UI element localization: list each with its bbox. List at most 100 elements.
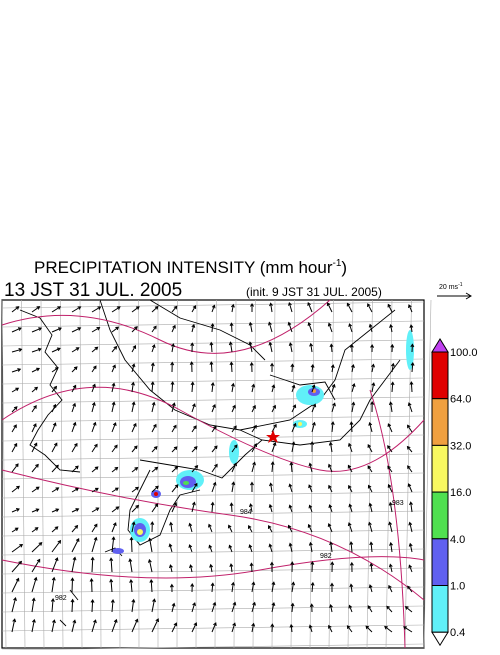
wind-arrow <box>251 424 257 433</box>
wind-arrow <box>111 345 118 353</box>
wind-arrow <box>91 306 102 313</box>
wind-arrow <box>31 558 41 573</box>
wind-arrow <box>231 481 236 493</box>
wind-arrow <box>367 444 373 453</box>
wind-arrow <box>11 577 20 593</box>
wind-arrow <box>111 401 116 413</box>
wind-arrow <box>327 322 333 333</box>
grid-line <box>1 510 425 518</box>
wind-arrow <box>11 527 19 533</box>
grid-line <box>99 299 102 649</box>
wind-arrow <box>11 485 20 493</box>
wind-arrow <box>368 584 373 593</box>
coastlines <box>19 299 401 627</box>
wind-arrow <box>251 443 257 453</box>
wind-arrow <box>269 561 274 573</box>
wind-arrow <box>11 618 17 633</box>
wind-arrow <box>189 564 193 573</box>
wind-arrow <box>131 486 139 493</box>
pressure-contours <box>1 299 425 649</box>
wind-arrow <box>11 387 20 393</box>
title-main: PRECIPITATION INTENSITY (mm hour <box>34 258 333 277</box>
wind-arrow <box>151 445 158 453</box>
wind-arrow <box>51 306 62 313</box>
wind-arrow <box>328 441 333 453</box>
grid-line <box>1 453 425 461</box>
grid-line <box>1 472 425 480</box>
wind-arrow <box>349 583 354 593</box>
wind-arrow <box>51 347 61 353</box>
wind-arrow <box>250 302 254 313</box>
wind-arrow <box>349 343 354 353</box>
colorbar-bin <box>431 538 449 586</box>
wind-arrow <box>346 302 353 313</box>
wind-arrow <box>51 442 58 453</box>
vector-scale: 20 ms-1 <box>439 282 463 291</box>
wind-arrow <box>291 422 297 433</box>
grid-line <box>1 396 425 404</box>
wind-arrow <box>231 444 238 453</box>
wind-arrow <box>407 585 413 593</box>
wind-arrow <box>191 305 197 313</box>
wind-arrow <box>11 348 23 353</box>
wind-arrow <box>190 342 195 353</box>
wind-arrow <box>91 536 98 553</box>
wind-arrow <box>231 581 235 593</box>
wind-arrow <box>111 382 116 393</box>
wind-arrow <box>131 345 137 353</box>
wind-arrow <box>367 465 373 473</box>
vector-scale-main: 20 ms <box>439 284 459 291</box>
wind-arrow <box>168 564 173 573</box>
wind-arrow <box>188 522 193 533</box>
wind-arrow <box>229 361 234 373</box>
wind-arrow <box>31 405 37 413</box>
wind-arrow <box>407 483 413 493</box>
wind-arrow <box>307 523 313 533</box>
grid-line <box>40 299 45 649</box>
wind-arrow <box>31 347 42 353</box>
wind-arrow <box>110 599 115 613</box>
wind-arrow <box>211 403 216 413</box>
wind-arrow <box>247 524 253 533</box>
wind-arrow <box>150 521 155 533</box>
wind-arrow <box>90 598 95 613</box>
colorbar-over <box>431 338 449 353</box>
wind-arrow <box>71 327 82 333</box>
wind-arrow <box>250 481 254 493</box>
wind-arrow <box>151 423 157 433</box>
wind-arrow <box>111 306 121 313</box>
wind-arrow <box>131 326 138 333</box>
wind-arrow <box>191 622 198 633</box>
grid-line <box>60 299 64 649</box>
title: PRECIPITATION INTENSITY (mm hour-1) <box>34 258 347 277</box>
wind-arrow <box>347 442 353 453</box>
wind-arrow <box>171 484 179 493</box>
wind-arrow <box>310 561 315 573</box>
wind-arrow <box>271 441 277 453</box>
wind-arrow <box>211 463 218 473</box>
wind-arrow <box>111 522 117 533</box>
wind-arrow <box>231 462 237 473</box>
wind-arrow <box>111 422 117 433</box>
wind-arrow <box>270 461 275 473</box>
wind-arrow <box>347 464 353 473</box>
wind-arrow <box>31 463 39 473</box>
wind-arrow <box>151 305 159 313</box>
grid-line <box>252 299 256 649</box>
wind-arrow <box>51 487 60 493</box>
wind-arrow <box>348 323 353 333</box>
wind-arrow <box>311 403 317 413</box>
wind-arrow <box>51 464 59 473</box>
wind-arrow <box>347 522 353 533</box>
wind-arrow <box>131 363 136 373</box>
wind-arrow <box>71 366 78 373</box>
wind-arrow <box>291 581 296 593</box>
wind-arrow <box>349 421 354 433</box>
wind-arrow <box>408 542 413 553</box>
wind-arrow <box>11 424 17 433</box>
wind-arrow <box>71 347 80 353</box>
wind-arrow <box>390 343 395 353</box>
wind-arrow <box>288 483 293 493</box>
wind-arrow <box>346 625 353 633</box>
